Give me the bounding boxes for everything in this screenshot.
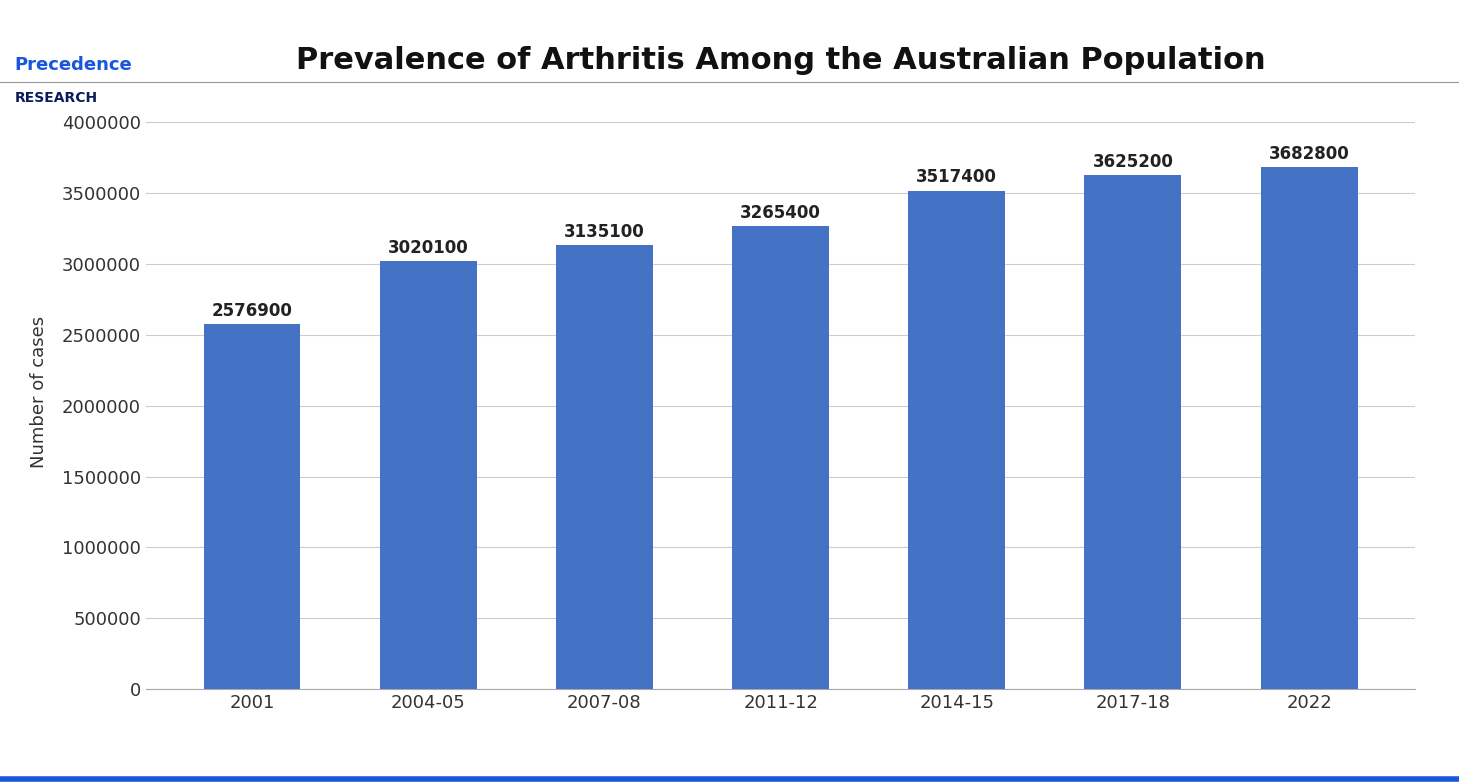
Bar <box>732 226 829 689</box>
Bar <box>204 324 301 689</box>
Text: 3682800: 3682800 <box>1269 145 1350 163</box>
Title: Prevalence of Arthritis Among the Australian Population: Prevalence of Arthritis Among the Austra… <box>296 46 1265 75</box>
Bar <box>379 262 477 689</box>
Text: RESEARCH: RESEARCH <box>15 91 98 105</box>
Text: 3517400: 3517400 <box>916 168 996 186</box>
Bar <box>909 191 1005 689</box>
Bar <box>1084 175 1182 689</box>
Text: 2576900: 2576900 <box>212 301 292 319</box>
Text: 3265400: 3265400 <box>740 204 821 222</box>
Text: 3135100: 3135100 <box>565 222 645 240</box>
Bar <box>556 245 652 689</box>
Bar <box>1261 168 1357 689</box>
Text: 3020100: 3020100 <box>388 239 468 257</box>
Y-axis label: Number of cases: Number of cases <box>29 316 48 467</box>
Text: 3625200: 3625200 <box>1093 153 1173 171</box>
Text: Precedence: Precedence <box>15 56 133 74</box>
